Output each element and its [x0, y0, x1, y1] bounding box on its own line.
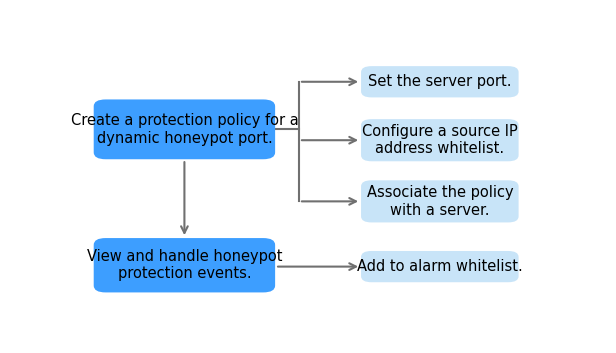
Text: Create a protection policy for a
dynamic honeypot port.: Create a protection policy for a dynamic… [71, 113, 298, 145]
FancyBboxPatch shape [94, 238, 275, 292]
FancyBboxPatch shape [94, 100, 275, 159]
Text: Add to alarm whitelist.: Add to alarm whitelist. [357, 259, 523, 274]
Text: View and handle honeypot
protection events.: View and handle honeypot protection even… [87, 249, 282, 281]
Text: Set the server port.: Set the server port. [368, 74, 511, 89]
FancyBboxPatch shape [361, 66, 519, 97]
FancyBboxPatch shape [361, 180, 519, 222]
Text: Associate the policy
with a server.: Associate the policy with a server. [367, 185, 513, 217]
FancyBboxPatch shape [361, 251, 519, 282]
Text: Configure a source IP
address whitelist.: Configure a source IP address whitelist. [362, 124, 517, 156]
FancyBboxPatch shape [361, 119, 519, 161]
